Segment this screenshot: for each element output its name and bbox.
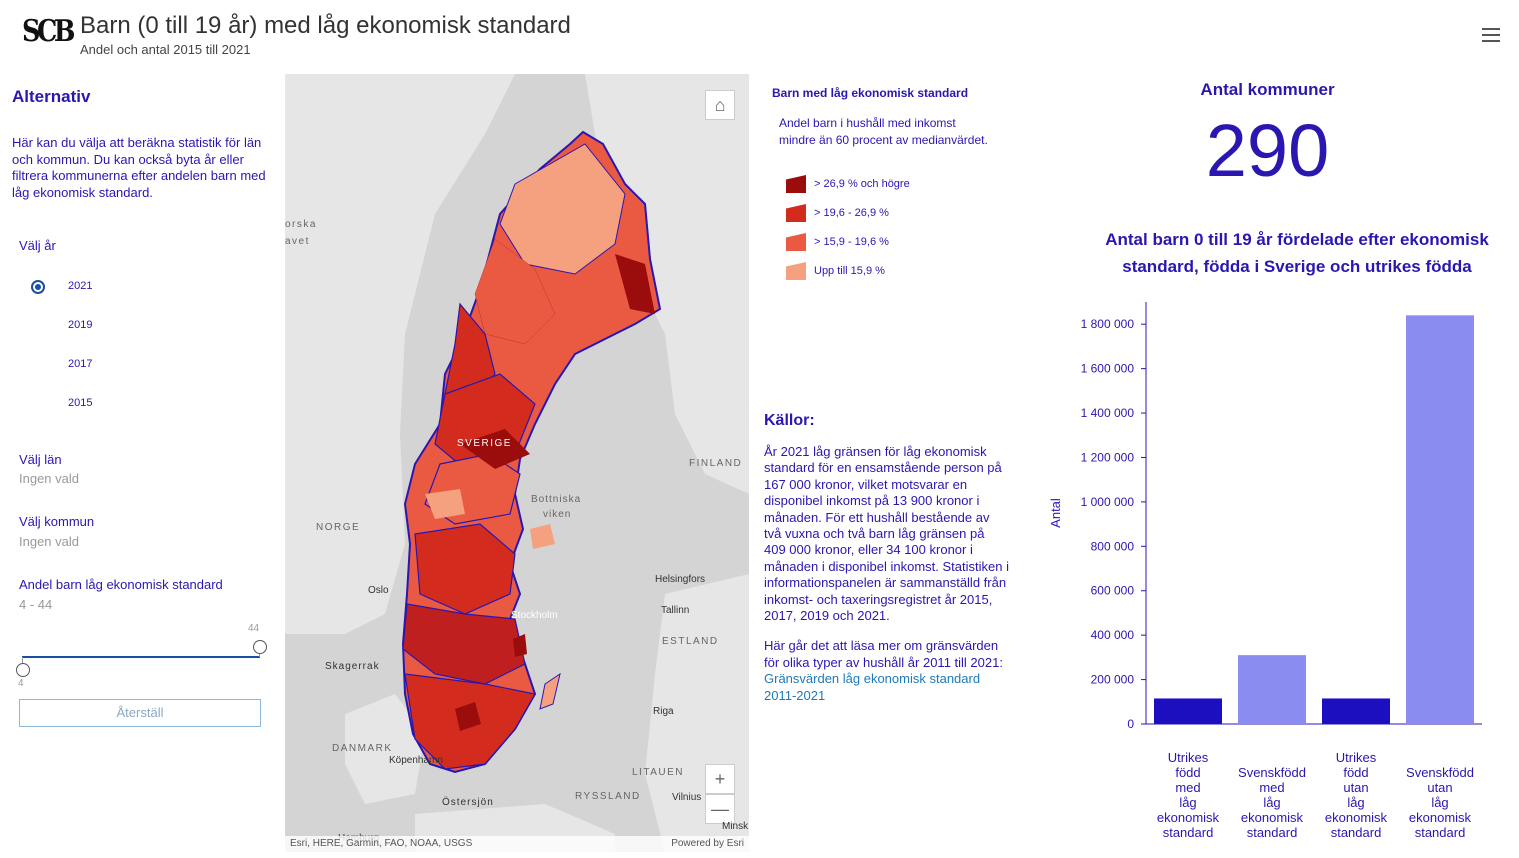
y-tick-label: 1 000 000 <box>1081 495 1135 509</box>
year-option-2015[interactable]: 2015 <box>68 397 93 409</box>
county-select[interactable]: Ingen vald <box>19 471 79 486</box>
map-label-helsingfors: Helsingfors <box>655 574 706 585</box>
kpi-value: 290 <box>1205 109 1330 192</box>
municipality-label: Välj kommun <box>19 514 95 529</box>
y-tick-label: 1 800 000 <box>1081 317 1135 331</box>
slider-min-handle[interactable] <box>16 663 30 677</box>
y-tick-label: 1 200 000 <box>1081 450 1135 464</box>
year-radio-2015[interactable] <box>31 397 45 411</box>
bar <box>1238 655 1306 724</box>
map-label-minsk: Minsk <box>722 821 749 832</box>
share-slider-track[interactable] <box>22 656 260 658</box>
legend-swatch-3 <box>786 233 806 251</box>
legend-swatch-2 <box>786 204 806 222</box>
hamburger-icon[interactable] <box>1482 28 1500 46</box>
chart-title: Antal barn 0 till 19 år fördelade efter … <box>1105 230 1489 276</box>
sources-panel: Källor: År 2021 låg gränsen för låg ekon… <box>764 412 1009 704</box>
map-label-skagerrak: Skagerrak <box>325 661 380 672</box>
year-radio-2019[interactable] <box>31 319 45 333</box>
home-icon[interactable]: ⌂ <box>705 90 735 120</box>
legend-item-4: Upp till 15,9 % <box>786 262 885 280</box>
x-tick-label: Utrikes född utan låg ekonomisk standard <box>1325 750 1388 840</box>
y-tick-label: 1 600 000 <box>1081 362 1135 376</box>
slider-min-tick <box>22 657 23 667</box>
bar-chart: 0 200 000 400 000 600 000 800 000 1 000 000 1 … <box>1048 302 1482 840</box>
map-label-norska-1: orska <box>285 219 317 230</box>
year-option-2021[interactable]: 2021 <box>68 280 93 292</box>
map-label-vilnius: Vilnius <box>672 792 702 803</box>
legend-item-2: > 19,6 - 26,9 % <box>786 204 889 222</box>
page-subtitle: Andel och antal 2015 till 2021 <box>80 42 251 57</box>
map-label-norge: NORGE <box>316 522 361 533</box>
sources-paragraph-1: År 2021 låg gränsen för låg ekonomisk st… <box>764 444 1009 624</box>
year-radio-2021[interactable] <box>31 280 45 294</box>
zoom-in-button[interactable]: + <box>705 764 735 794</box>
x-tick-label: Svenskfödd utan låg ekonomisk standard <box>1406 765 1474 840</box>
map-label-riga: Riga <box>653 706 674 717</box>
map-label-norska-2: avet <box>285 236 310 247</box>
year-radio-2017[interactable] <box>31 358 45 372</box>
bar <box>1154 698 1222 724</box>
slider-min-label: 4 <box>18 678 24 689</box>
sources-heading: Källor: <box>764 412 815 429</box>
map-label-viken: viken <box>543 509 572 520</box>
map-label-estland: ESTLAND <box>662 636 719 647</box>
legend-item-1: > 26,9 % och högre <box>786 175 910 193</box>
map-label-oslo: Oslo <box>368 585 389 596</box>
map-label-litauen: LITAUEN <box>632 767 684 778</box>
kpi-title: Antal kommuner <box>1200 80 1335 99</box>
map-label-danmark: DANMARK <box>332 743 393 754</box>
bar <box>1406 315 1474 724</box>
map-view[interactable]: ⌂ + — orska avet SVERIGE FINLAND NORGE B… <box>285 74 749 852</box>
y-tick-label: 0 <box>1127 717 1134 731</box>
map-label-tallinn: Tallinn <box>661 605 690 616</box>
reset-button[interactable]: Återställ <box>19 699 261 727</box>
y-tick-label: 200 000 <box>1091 673 1135 687</box>
map-canvas <box>285 74 749 852</box>
x-tick-label: Utrikes född med låg ekonomisk standard <box>1157 750 1220 840</box>
share-range-text: 4 - 44 <box>19 597 53 612</box>
y-tick-label: 600 000 <box>1091 584 1135 598</box>
powered-by-esri[interactable]: Powered by Esri <box>671 838 744 849</box>
map-label-bottniska: Bottniska <box>531 494 582 505</box>
scb-logo: SCB <box>22 14 75 49</box>
options-description: Här kan du välja att beräkna statistik f… <box>12 135 266 200</box>
year-option-2019[interactable]: 2019 <box>68 319 93 331</box>
app-header: SCB Barn (0 till 19 år) med låg ekonomis… <box>0 0 1519 72</box>
map-attribution-bar: Esri, HERE, Garmin, FAO, NOAA, USGS Powe… <box>285 836 749 852</box>
y-tick-label: 400 000 <box>1091 628 1135 642</box>
zoom-out-button[interactable]: — <box>705 794 735 824</box>
legend-title: Barn med låg ekonomisk standard <box>772 86 969 100</box>
y-tick-label: 800 000 <box>1091 539 1135 553</box>
legend-swatch-4 <box>786 262 806 280</box>
municipality-select[interactable]: Ingen vald <box>19 534 79 549</box>
year-label: Välj år <box>19 238 56 253</box>
map-label-ryssland: RYSSLAND <box>575 791 641 802</box>
options-panel: Alternativ Här kan du välja att beräkna … <box>0 72 280 858</box>
year-option-2017[interactable]: 2017 <box>68 358 93 370</box>
y-tick-label: 1 400 000 <box>1081 406 1135 420</box>
slider-max-label: 44 <box>248 623 260 634</box>
legend-swatch-1 <box>786 175 806 193</box>
options-heading: Alternativ <box>12 87 91 106</box>
share-label: Andel barn låg ekonomisk standard <box>19 577 223 592</box>
map-label-finland: FINLAND <box>689 458 743 469</box>
map-label-sverige: SVERIGE <box>457 438 512 449</box>
map-legend: Barn med låg ekonomisk standard Andel ba… <box>772 86 1002 280</box>
sources-paragraph-2: Här går det att läsa mer om gränsvärden … <box>764 638 1003 670</box>
map-label-stockholm: Stockholm <box>511 610 558 621</box>
map-label-kopenhamn: Köpenhamn <box>389 755 443 766</box>
map-attribution: Esri, HERE, Garmin, FAO, NOAA, USGS <box>290 838 473 849</box>
map-label-ostersjon: Östersjön <box>442 797 494 808</box>
legend-item-3: > 15,9 - 19,6 % <box>786 233 889 251</box>
legend-description: Andel barn i hushåll med inkomst mindre … <box>779 116 988 147</box>
bar <box>1322 698 1390 724</box>
page-title: Barn (0 till 19 år) med låg ekonomisk st… <box>80 12 571 39</box>
limits-link[interactable]: Gränsvärden låg ekonomisk standard 2011-… <box>764 671 981 703</box>
x-tick-label: Svenskfödd med låg ekonomisk standard <box>1238 765 1306 840</box>
y-axis-label: Antal <box>1048 498 1063 528</box>
slider-max-handle[interactable] <box>253 640 267 654</box>
county-label: Välj län <box>19 452 62 467</box>
